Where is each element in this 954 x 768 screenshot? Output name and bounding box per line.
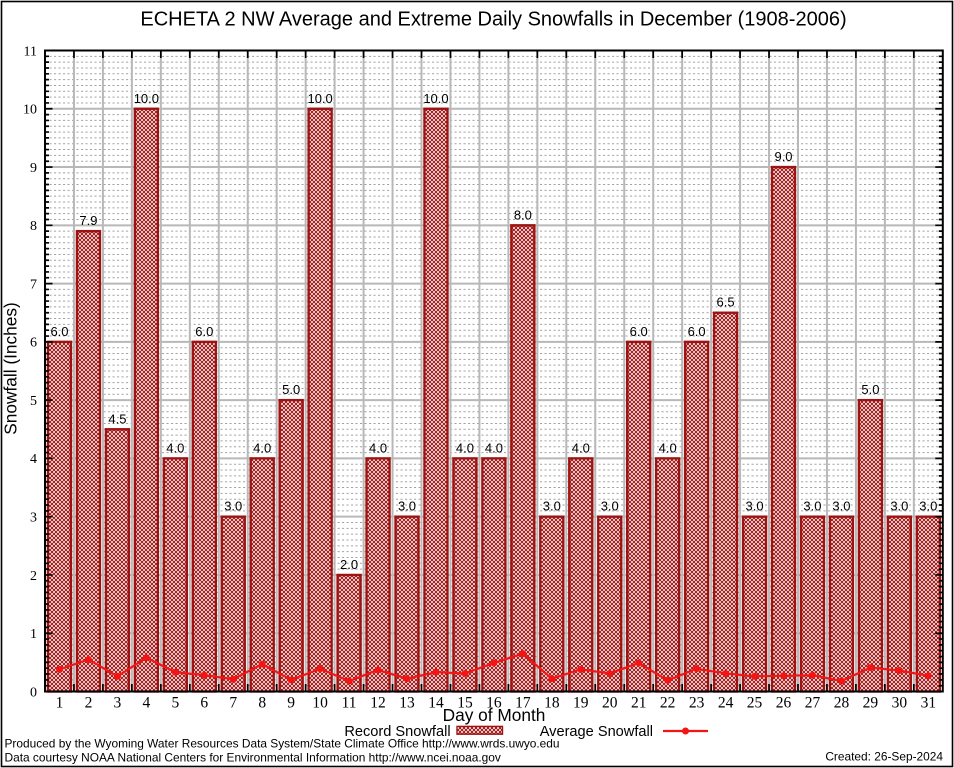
svg-text:15: 15 [457,695,473,712]
svg-text:3.0: 3.0 [543,499,561,514]
svg-text:11: 11 [342,695,357,712]
svg-text:10: 10 [312,695,328,712]
svg-text:0: 0 [30,685,37,700]
svg-text:21: 21 [631,695,647,712]
svg-text:4: 4 [30,452,37,467]
svg-text:Record Snowfall: Record Snowfall [344,724,450,740]
svg-text:2.0: 2.0 [340,557,358,572]
svg-text:6.0: 6.0 [50,324,68,339]
svg-text:3.0: 3.0 [832,499,850,514]
svg-text:Snowfall (Inches): Snowfall (Inches) [1,302,21,435]
svg-text:4.0: 4.0 [456,440,474,455]
svg-text:Data courtesy NOAA National Ce: Data courtesy NOAA National Centers for … [5,751,501,765]
svg-text:12: 12 [370,695,386,712]
svg-text:20: 20 [602,695,618,712]
svg-text:1: 1 [56,695,64,712]
svg-text:Day of Month: Day of Month [443,705,546,725]
svg-text:24: 24 [718,695,734,712]
svg-text:17: 17 [515,695,531,712]
svg-text:Average Snowfall: Average Snowfall [540,724,653,740]
svg-text:7: 7 [30,277,37,292]
svg-text:6.5: 6.5 [717,295,735,310]
svg-text:18: 18 [544,695,560,712]
svg-text:5.0: 5.0 [861,382,879,397]
svg-text:26: 26 [776,695,792,712]
svg-text:10.0: 10.0 [134,91,159,106]
svg-text:4.0: 4.0 [659,440,677,455]
svg-text:2: 2 [85,695,93,712]
svg-text:10: 10 [23,103,37,118]
svg-text:3.0: 3.0 [746,499,764,514]
svg-text:25: 25 [747,695,763,712]
svg-text:ECHETA 2 NW Average and Extrem: ECHETA 2 NW Average and Extreme Daily Sn… [140,9,846,31]
svg-text:9: 9 [287,695,295,712]
svg-text:3.0: 3.0 [803,499,821,514]
svg-text:6.0: 6.0 [195,324,213,339]
svg-text:5: 5 [171,695,179,712]
svg-text:7: 7 [229,695,237,712]
svg-text:22: 22 [660,695,676,712]
svg-text:6.0: 6.0 [630,324,648,339]
svg-text:10.0: 10.0 [307,91,332,106]
svg-text:7.9: 7.9 [79,213,97,228]
svg-text:31: 31 [921,695,937,712]
svg-text:Created: 26-Sep-2024: Created: 26-Sep-2024 [825,750,943,764]
svg-text:28: 28 [834,695,850,712]
svg-text:2: 2 [30,569,37,584]
svg-text:8: 8 [30,219,37,234]
svg-text:3.0: 3.0 [398,499,416,514]
svg-text:4.0: 4.0 [369,440,387,455]
svg-text:1: 1 [30,627,37,642]
svg-text:3.0: 3.0 [890,499,908,514]
svg-text:27: 27 [805,695,821,712]
svg-text:13: 13 [399,695,415,712]
svg-text:4.5: 4.5 [108,411,126,426]
svg-text:29: 29 [863,695,879,712]
svg-text:9: 9 [30,161,37,176]
svg-text:5.0: 5.0 [282,382,300,397]
svg-text:30: 30 [892,695,908,712]
svg-text:3.0: 3.0 [919,499,937,514]
svg-text:Produced by the Wyoming Water: Produced by the Wyoming Water Resources … [5,737,560,751]
svg-text:3.0: 3.0 [601,499,619,514]
svg-text:8: 8 [258,695,266,712]
svg-text:8.0: 8.0 [514,207,532,222]
svg-text:16: 16 [486,695,502,712]
svg-text:4: 4 [142,695,150,712]
svg-text:9.0: 9.0 [774,149,792,164]
svg-text:14: 14 [428,695,444,712]
svg-text:3: 3 [114,695,122,712]
svg-text:4.0: 4.0 [166,440,184,455]
svg-text:5: 5 [30,394,37,409]
svg-text:4.0: 4.0 [253,440,271,455]
svg-text:6: 6 [200,695,208,712]
svg-text:23: 23 [689,695,705,712]
svg-text:3.0: 3.0 [224,499,242,514]
svg-text:10.0: 10.0 [423,91,448,106]
svg-text:4.0: 4.0 [485,440,503,455]
svg-text:11: 11 [24,44,37,59]
svg-text:19: 19 [573,695,589,712]
svg-text:4.0: 4.0 [572,440,590,455]
svg-text:6.0: 6.0 [688,324,706,339]
svg-text:3: 3 [30,510,37,525]
svg-text:6: 6 [30,336,37,351]
